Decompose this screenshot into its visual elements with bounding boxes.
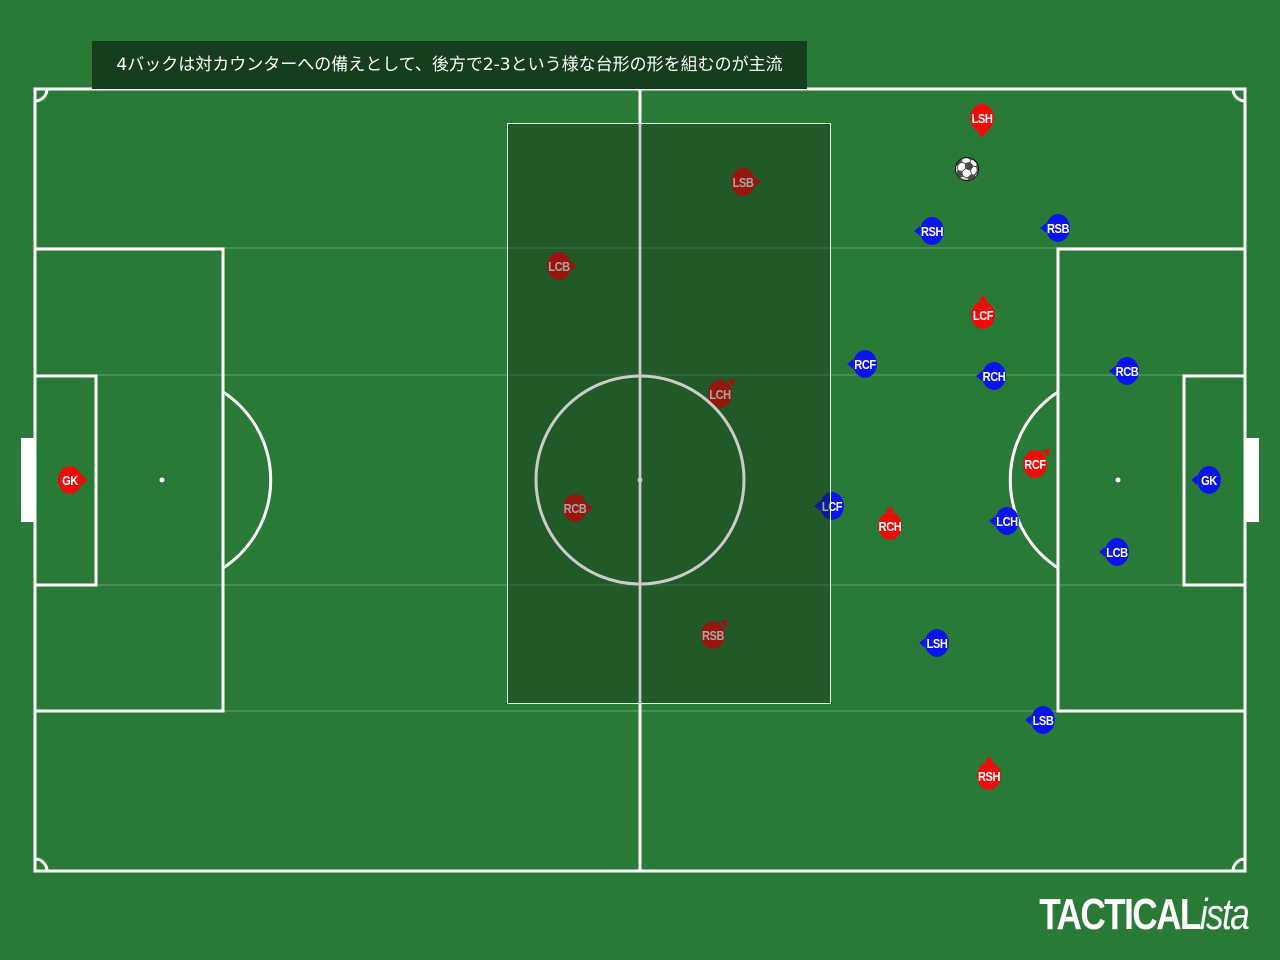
direction-arrow-icon	[847, 359, 854, 369]
blue-player-rch[interactable]: RCH	[976, 362, 1006, 390]
caption-banner: 4バックは対カウンターへの備えとして、後方で2-3という様な台形の形を組むのが主…	[92, 41, 807, 89]
soccer-ball-icon[interactable]: ⚽	[954, 157, 980, 181]
direction-arrow-icon	[977, 132, 987, 138]
player-label: RCF	[854, 356, 876, 372]
player-label: LSH	[971, 110, 993, 126]
direction-arrow-icon	[919, 638, 926, 648]
player-label: LSH	[926, 635, 948, 651]
red-player-rsb[interactable]: RSB	[701, 615, 731, 649]
player-label: GK	[1201, 472, 1217, 488]
player-label: LCH	[996, 513, 1018, 529]
direction-arrow-icon	[814, 501, 821, 511]
player-label: LCF	[972, 307, 994, 323]
blue-player-lcf[interactable]: LCF	[814, 492, 844, 520]
direction-arrow-icon	[989, 516, 996, 526]
direction-arrow-icon	[984, 756, 994, 762]
player-label: RSB	[701, 627, 725, 643]
direction-arrow-icon	[978, 295, 988, 301]
direction-arrow-icon	[1040, 223, 1047, 233]
blue-player-lsh[interactable]: LSH	[919, 629, 949, 657]
red-player-rsh[interactable]: RSH	[977, 756, 1001, 790]
red-player-lsb[interactable]: LSB	[731, 168, 761, 196]
player-label: LSB	[1032, 712, 1054, 728]
red-player-lsh[interactable]: LSH	[970, 104, 994, 138]
blue-player-rcf[interactable]: RCF	[847, 350, 877, 378]
player-label: LSB	[732, 174, 754, 190]
red-player-lcf[interactable]: LCF	[971, 295, 995, 329]
red-player-rcf[interactable]: RCF	[1023, 444, 1053, 478]
direction-arrow-icon	[976, 371, 983, 381]
direction-arrow-icon	[570, 261, 577, 271]
player-label: LCF	[821, 498, 843, 514]
player-label: RSH	[977, 768, 1001, 784]
player-label: RSB	[1046, 220, 1070, 236]
blue-player-lsb[interactable]: LSB	[1025, 706, 1055, 734]
direction-arrow-icon	[1099, 547, 1106, 557]
direction-arrow-icon	[1025, 715, 1032, 725]
red-player-rch[interactable]: RCH	[878, 506, 902, 540]
player-label: LCB	[1106, 544, 1128, 560]
blue-player-rsb[interactable]: RSB	[1040, 214, 1070, 242]
direction-arrow-icon	[885, 506, 895, 512]
player-label: RSH	[920, 223, 944, 239]
player-label: RCF	[1024, 456, 1046, 472]
blue-player-gk[interactable]: GK	[1191, 466, 1221, 494]
player-label: GK	[62, 472, 78, 488]
direction-arrow-icon	[914, 226, 921, 236]
red-player-lcb[interactable]: LCB	[547, 252, 577, 280]
blue-player-lcb[interactable]: LCB	[1099, 538, 1129, 566]
player-label: RCH	[982, 368, 1006, 384]
blue-player-rsh[interactable]: RSH	[914, 217, 944, 245]
direction-arrow-icon	[1191, 475, 1198, 485]
blue-player-rcb[interactable]: RCB	[1109, 357, 1139, 385]
red-player-gk[interactable]: GK	[58, 466, 88, 494]
direction-arrow-icon	[754, 177, 761, 187]
tacticalista-logo: TACTICALista	[1039, 890, 1250, 939]
highlight-zone	[507, 123, 831, 704]
blue-player-lch[interactable]: LCH	[989, 507, 1019, 535]
player-label: RCH	[878, 518, 902, 534]
player-label: LCB	[548, 258, 570, 274]
direction-arrow-icon	[81, 475, 88, 485]
player-label: RCB	[1115, 363, 1139, 379]
direction-arrow-icon	[1109, 366, 1116, 376]
